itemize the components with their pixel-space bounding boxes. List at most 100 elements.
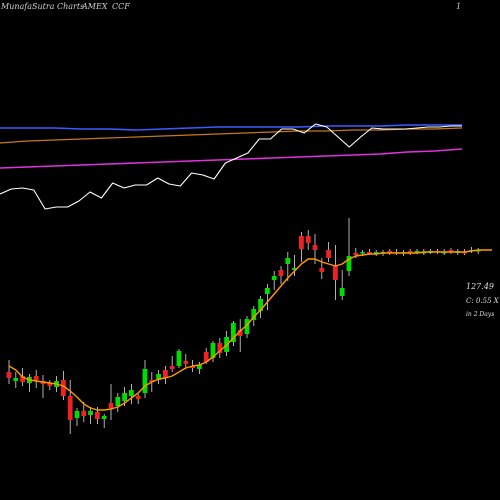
candle-54 xyxy=(373,250,379,256)
candle-48 xyxy=(333,245,338,300)
candle-body-39 xyxy=(271,276,277,280)
candle-28 xyxy=(197,362,202,374)
candle-body-16 xyxy=(115,397,121,406)
candle-5 xyxy=(40,375,46,398)
candle-body-60 xyxy=(414,251,420,253)
orange-line xyxy=(0,127,463,144)
candle-body-33 xyxy=(231,323,236,342)
candle-body-15 xyxy=(108,403,114,408)
candle-68 xyxy=(469,247,474,253)
white-line xyxy=(0,123,462,210)
candle-body-31 xyxy=(217,343,223,353)
candle-body-6 xyxy=(47,383,53,386)
candle-body-40 xyxy=(278,270,284,276)
exchange-label: AMEX xyxy=(82,2,108,11)
candle-10 xyxy=(74,408,80,426)
candle-body-28 xyxy=(197,365,202,369)
candle-47 xyxy=(326,242,331,262)
days-annotation: in 2 Days xyxy=(466,311,495,318)
candle-body-1 xyxy=(13,378,19,381)
candle-body-12 xyxy=(88,411,93,415)
candle-14 xyxy=(101,414,107,428)
candle-body-30 xyxy=(210,343,216,358)
candle-body-22 xyxy=(156,374,161,380)
candle-body-23 xyxy=(163,370,168,378)
candle-body-18 xyxy=(129,390,134,396)
candle-body-21 xyxy=(149,380,155,382)
candle-body-47 xyxy=(326,250,331,258)
candle-body-42 xyxy=(292,268,297,270)
candle-19 xyxy=(135,394,141,404)
indicator-lines xyxy=(0,123,463,210)
candle-body-64 xyxy=(441,252,447,254)
candle-56 xyxy=(387,249,393,255)
candle-body-24 xyxy=(169,366,175,369)
magenta-line xyxy=(0,148,463,169)
candle-body-45 xyxy=(312,245,318,250)
candle-30 xyxy=(210,341,216,362)
candle-body-65 xyxy=(448,250,454,252)
candle-20 xyxy=(142,360,148,398)
candle-body-20 xyxy=(142,369,148,393)
candle-body-11 xyxy=(81,411,87,416)
candle-49 xyxy=(339,270,345,300)
candle-body-2 xyxy=(20,376,25,382)
candle-body-34 xyxy=(237,330,243,336)
candle-body-27 xyxy=(190,366,195,368)
source-label: MunafaSutra Charts xyxy=(1,2,85,11)
candle-body-13 xyxy=(95,412,100,419)
candle-body-25 xyxy=(176,351,182,366)
candle-69 xyxy=(475,248,481,254)
blue-line xyxy=(0,124,462,131)
candle-42 xyxy=(292,255,297,276)
moving-average-line xyxy=(8,249,492,411)
symbol-label: CCF xyxy=(112,2,130,11)
candle-25 xyxy=(176,349,182,368)
candle-body-43 xyxy=(299,236,304,249)
candle-41 xyxy=(285,252,291,281)
candle-body-35 xyxy=(244,319,250,334)
candle-23 xyxy=(163,366,168,384)
candle-4 xyxy=(33,370,39,388)
candle-34 xyxy=(237,319,243,352)
candle-6 xyxy=(47,380,53,390)
candle-body-8 xyxy=(61,380,66,396)
price-annotation: 127.49 xyxy=(466,282,494,291)
candle-33 xyxy=(231,321,236,346)
candle-65 xyxy=(448,248,454,254)
candle-26 xyxy=(183,354,189,368)
candle-body-54 xyxy=(373,252,379,254)
candle-body-50 xyxy=(346,256,352,271)
period-label: 1 xyxy=(456,2,462,11)
candle-body-61 xyxy=(421,252,427,254)
candle-59 xyxy=(407,249,413,255)
candle-39 xyxy=(271,271,277,290)
candle-15 xyxy=(108,384,114,420)
candle-body-56 xyxy=(387,251,393,253)
candle-body-17 xyxy=(122,393,127,401)
candle-43 xyxy=(299,232,304,262)
candle-body-37 xyxy=(258,299,263,311)
moving-average-layer xyxy=(8,249,492,411)
candle-body-29 xyxy=(203,352,209,362)
candles-layer xyxy=(6,218,481,434)
candle-11 xyxy=(81,402,87,422)
candle-body-9 xyxy=(67,396,73,420)
candle-16 xyxy=(115,393,121,412)
candle-40 xyxy=(278,266,284,284)
candle-9 xyxy=(67,380,73,434)
candle-body-67 xyxy=(462,252,467,254)
candle-body-10 xyxy=(74,411,80,418)
candle-body-4 xyxy=(33,376,39,380)
candle-44 xyxy=(305,230,311,250)
candle-body-19 xyxy=(135,396,141,399)
candle-body-41 xyxy=(285,258,291,264)
candle-18 xyxy=(129,384,134,404)
candle-body-49 xyxy=(339,288,345,296)
candle-body-26 xyxy=(183,361,189,364)
candle-body-51 xyxy=(353,253,359,255)
candle-body-53 xyxy=(367,252,372,254)
candle-body-46 xyxy=(319,268,325,272)
